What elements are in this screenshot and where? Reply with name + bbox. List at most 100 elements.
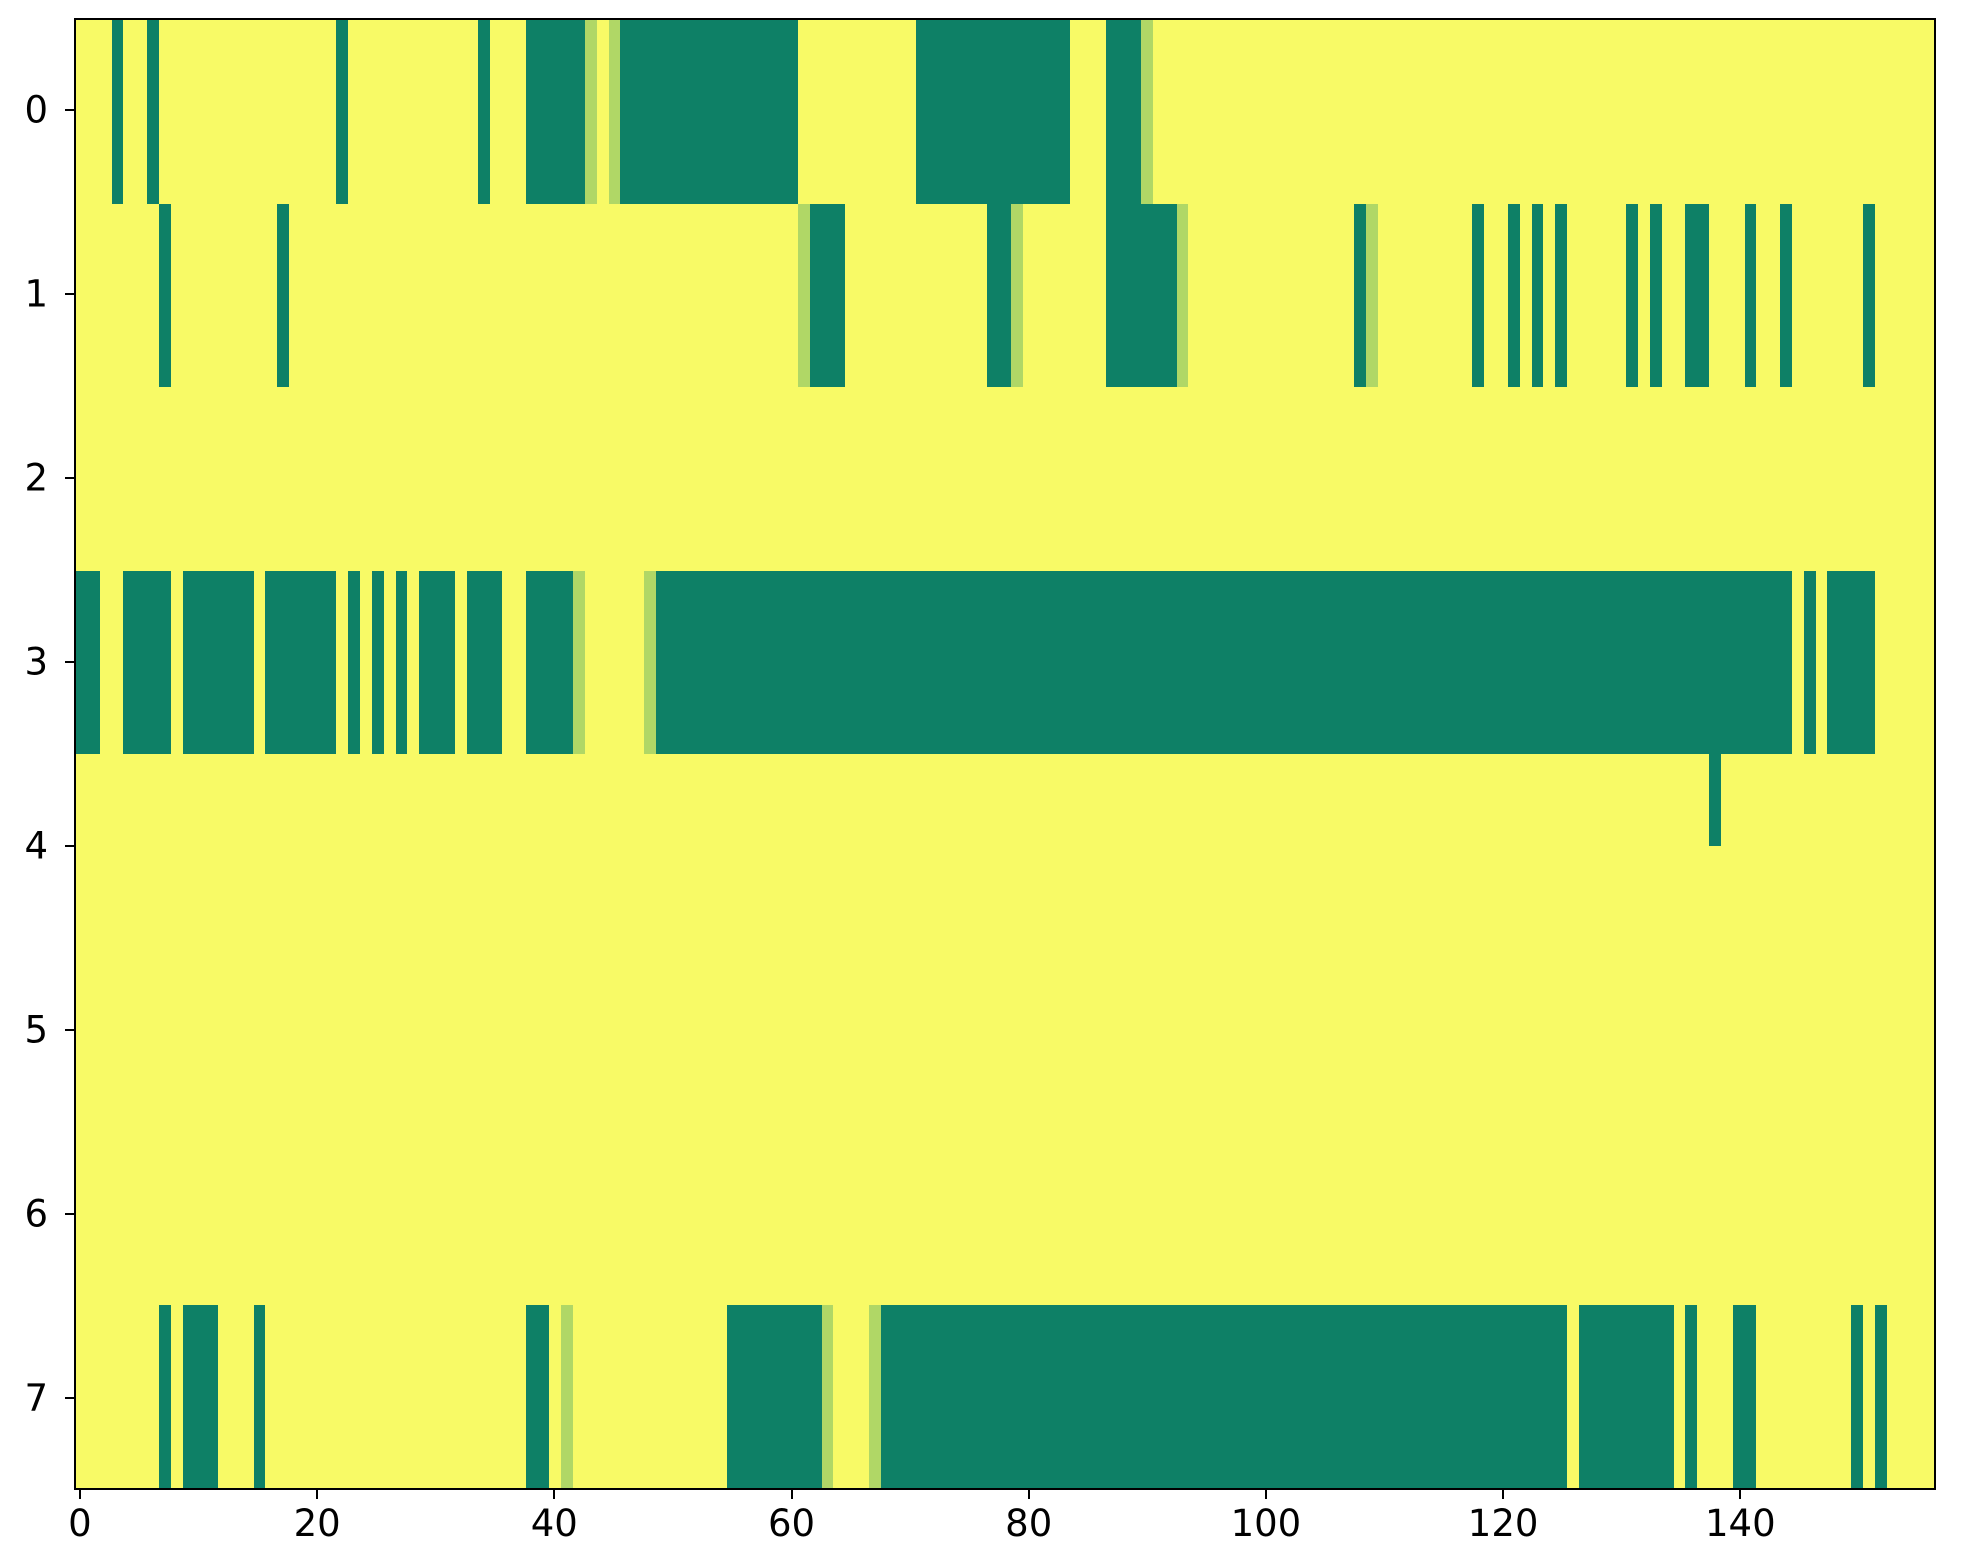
heatmap-segment [726, 1304, 822, 1488]
heatmap-segment [1685, 203, 1710, 387]
heatmap-segment [76, 570, 100, 754]
heatmap-segment [1010, 203, 1023, 387]
x-tick-label: 140 [1704, 1502, 1776, 1545]
y-tick-mark [65, 1213, 74, 1215]
x-axis-ticks [74, 1490, 1936, 1500]
heatmap-segment [265, 570, 337, 754]
heatmap-segment [277, 203, 289, 387]
heatmap-segment [1862, 203, 1875, 387]
heatmap-segment [1472, 203, 1485, 387]
heatmap-segment [1626, 203, 1639, 387]
heatmap-segment [868, 1304, 881, 1488]
heatmap-segment [1874, 1304, 1887, 1488]
x-axis-labels: 0 20 40 60 80 100 120 140 [68, 1502, 1936, 1550]
x-tick-label: 80 [1005, 1502, 1053, 1545]
heatmap-row-2 [76, 387, 1934, 571]
heatmap-segment [1105, 203, 1177, 387]
heatmap-segment [916, 20, 1071, 204]
y-tick-mark [65, 477, 74, 479]
heatmap-segment [478, 20, 491, 204]
heatmap-segment [348, 570, 361, 754]
heatmap-row-1 [76, 203, 1934, 387]
heatmap-segment [1176, 203, 1189, 387]
x-tick-label: 0 [68, 1502, 92, 1545]
x-tick-mark [1027, 1490, 1030, 1499]
heatmap-segment [573, 570, 585, 754]
heatmap-segment [1555, 203, 1568, 387]
x-tick-mark [1264, 1490, 1267, 1499]
heatmap-segment [1578, 1304, 1674, 1488]
heatmap-segment [182, 1304, 218, 1488]
heatmap-segment [620, 20, 798, 204]
heatmap-segment [123, 570, 171, 754]
heatmap-segment [147, 20, 159, 204]
heatmap-segment [1105, 20, 1142, 204]
heatmap-segment [182, 570, 254, 754]
heatmap-row-3 [76, 570, 1934, 754]
y-tick-mark [65, 109, 74, 111]
x-tick-mark [1739, 1490, 1742, 1499]
x-tick-label: 100 [1230, 1502, 1302, 1545]
heatmap-segment [1365, 203, 1378, 387]
y-tick-mark [65, 845, 74, 847]
x-tick-mark [1502, 1490, 1505, 1499]
heatmap-row-5 [76, 938, 1934, 1122]
y-tick-label: 7 [24, 1376, 48, 1420]
y-tick-label: 4 [24, 824, 48, 868]
heatmap-row-0 [76, 20, 1934, 204]
x-tick-label: 60 [767, 1502, 816, 1545]
heatmap-segment [466, 570, 503, 754]
x-tick-mark [78, 1490, 81, 1499]
y-tick-label: 5 [24, 1008, 48, 1052]
y-tick-mark [65, 1029, 74, 1031]
heatmap-segment [880, 1304, 1568, 1488]
heatmap-segment [1851, 1304, 1863, 1488]
heatmap-segment [336, 20, 349, 204]
y-axis-labels: 0 1 2 3 4 5 6 7 [0, 18, 56, 1490]
heatmap-plot-area [74, 18, 1936, 1490]
heatmap-segment [525, 1304, 550, 1488]
heatmap-row-4 [76, 754, 1934, 938]
heatmap-segment [1732, 1304, 1757, 1488]
heatmap-segment [655, 570, 1792, 754]
heatmap-segment [1354, 203, 1366, 387]
heatmap-segment [797, 203, 810, 387]
heatmap-segment [809, 203, 846, 387]
heatmap-segment [644, 570, 656, 754]
x-tick-mark [316, 1490, 319, 1499]
heatmap-segment [608, 20, 621, 204]
heatmap-segment [821, 1304, 834, 1488]
heatmap-row-6 [76, 1121, 1934, 1305]
heatmap-segment [419, 570, 455, 754]
heatmap-segment [987, 203, 1011, 387]
heatmap-segment [111, 20, 124, 204]
heatmap-segment [1531, 203, 1544, 387]
heatmap-segment [1780, 203, 1792, 387]
x-tick-label: 20 [293, 1502, 341, 1545]
heatmap-segment [1649, 203, 1662, 387]
heatmap-segment [158, 1304, 171, 1488]
y-tick-mark [65, 293, 74, 295]
x-tick-mark [553, 1490, 556, 1499]
heatmap-segment [1803, 570, 1816, 754]
heatmap-segment [371, 570, 384, 754]
heatmap-segment [395, 570, 408, 754]
heatmap-segment [158, 203, 171, 387]
heatmap-segment [584, 20, 597, 204]
heatmap-segment [1685, 1304, 1698, 1488]
heatmap-segment [525, 20, 585, 204]
x-tick-label: 120 [1467, 1502, 1539, 1545]
heatmap-segment [1744, 203, 1757, 387]
y-tick-label: 6 [24, 1192, 48, 1236]
y-tick-label: 1 [24, 272, 48, 316]
heatmap-segment [561, 1304, 574, 1488]
x-tick-label: 40 [530, 1502, 578, 1545]
heatmap-segment [1141, 20, 1153, 204]
heatmap-segment [253, 1304, 266, 1488]
y-tick-label: 2 [24, 456, 48, 500]
y-tick-label: 0 [24, 88, 48, 132]
y-tick-mark [65, 1397, 74, 1399]
heatmap-segment [525, 570, 574, 754]
heatmap-segment [1827, 570, 1875, 754]
